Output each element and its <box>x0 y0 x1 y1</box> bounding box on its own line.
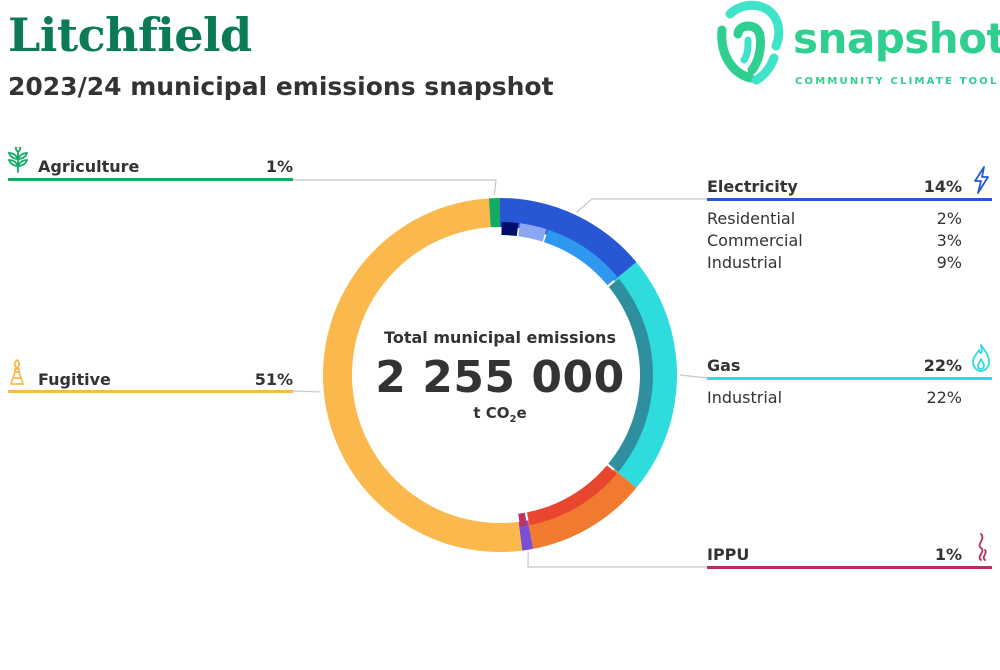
donut-segment-gas <box>614 262 677 488</box>
electricity-residential-label: Residential <box>707 209 796 228</box>
donut-segment-transport <box>527 469 637 549</box>
gas-label: Gas <box>707 356 741 375</box>
electricity-commercial-label: Commercial <box>707 231 803 250</box>
fugitive-rule <box>8 390 293 393</box>
fingerprint-icon <box>717 0 784 85</box>
electricity-percent: 14% <box>923 177 962 196</box>
gas-industrial-label: Industrial <box>707 388 783 407</box>
leader-lines <box>292 179 708 568</box>
donut-segment-ippu <box>518 520 534 551</box>
smoke-icon <box>972 533 990 566</box>
fugitive-percent: 51% <box>254 370 293 389</box>
leader-line-agriculture <box>293 179 497 196</box>
center-value: 2 255 000 <box>375 352 625 403</box>
logo-wordmark: snapshot <box>793 14 1000 63</box>
leader-line-ippu <box>527 552 707 568</box>
fugitive-label: Fugitive <box>38 370 111 389</box>
donut-segment-agriculture <box>488 198 500 228</box>
leader-line-fugitive <box>292 390 321 393</box>
donut-chart <box>322 198 677 552</box>
donut-subsegment-gas-industrial <box>608 278 653 472</box>
electricity-label: Electricity <box>707 177 798 196</box>
gas-rule <box>707 377 992 380</box>
logo-tagline: COMMUNITY CLIMATE TOOL <box>795 76 999 87</box>
donut-subsegment-electricity-industrial <box>543 229 618 286</box>
flare-icon <box>8 359 26 390</box>
ippu-percent: 1% <box>934 545 962 564</box>
center-label: Total municipal emissions <box>384 328 616 347</box>
electricity-industrial-percent: 9% <box>936 253 962 272</box>
leader-line-gas <box>679 374 708 379</box>
page-subtitle: 2023/24 municipal emissions snapshot <box>8 72 554 101</box>
donut-subsegment-ippu-0 <box>518 512 528 527</box>
agriculture-rule <box>8 178 293 181</box>
agriculture-label: Agriculture <box>38 157 140 176</box>
page-title: Litchfield <box>8 8 252 62</box>
agriculture-percent: 1% <box>265 157 293 176</box>
center-unit: t CO2e <box>400 404 600 425</box>
snapshot-logo: snapshot COMMUNITY CLIMATE TOOL <box>712 0 1000 92</box>
ippu-rule <box>707 566 992 569</box>
lightning-icon <box>971 166 991 199</box>
donut-subsegment-electricity-residential <box>501 222 519 237</box>
leader-line-electricity <box>576 198 707 213</box>
donut-subsegment-transport-0 <box>526 465 617 526</box>
donut-subsegment-electricity-commercial <box>518 223 547 242</box>
electricity-rule <box>707 198 992 201</box>
leaf-icon <box>7 145 29 178</box>
ippu-label: IPPU <box>707 545 750 564</box>
center-unit-subscript: 2 <box>509 414 517 425</box>
electricity-residential-percent: 2% <box>936 209 962 228</box>
center-unit-prefix: t CO <box>473 404 510 422</box>
flame-icon <box>971 344 991 377</box>
electricity-commercial-percent: 3% <box>936 231 962 250</box>
gas-percent: 22% <box>923 356 962 375</box>
gas-industrial-percent: 22% <box>926 388 962 407</box>
electricity-industrial-label: Industrial <box>707 253 783 272</box>
center-unit-suffix: e <box>516 404 527 422</box>
donut-segment-fugitive <box>322 198 523 552</box>
